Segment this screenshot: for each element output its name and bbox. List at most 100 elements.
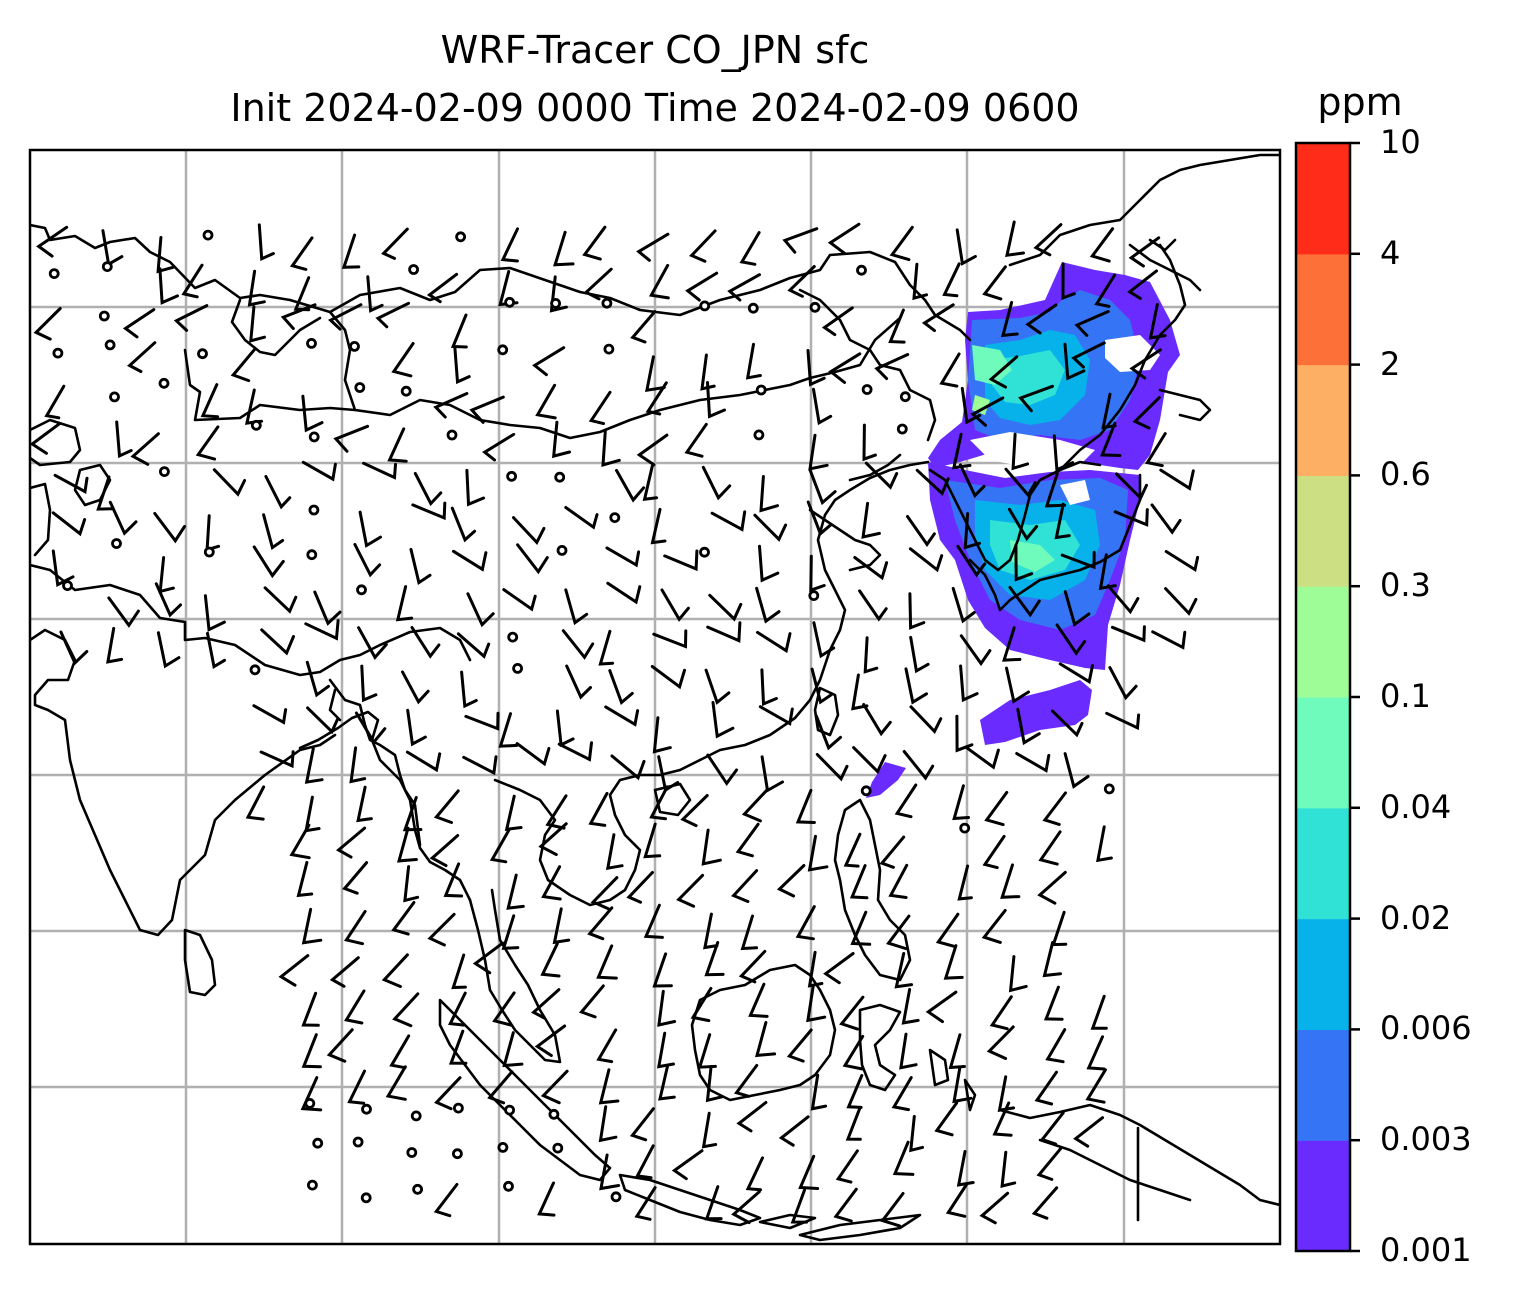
wind-barb [289, 823, 311, 860]
wind-barb [704, 1185, 723, 1221]
wind-barb [342, 861, 369, 895]
wind-barb [643, 903, 664, 939]
wind-barb [464, 711, 500, 731]
wind-barb [305, 660, 330, 698]
wind-barb [341, 233, 361, 269]
plume-taiwan [866, 762, 906, 798]
calm-wind-marker [747, 302, 759, 314]
wind-barb [173, 304, 209, 332]
wind-barb [615, 468, 646, 503]
wind-barb [1113, 508, 1149, 527]
wind-barb [701, 465, 732, 501]
wind-barb [809, 554, 826, 593]
colorbar-tick-label: 10 [1380, 123, 1421, 161]
coast-borneo [690, 963, 837, 1102]
wind-barb [812, 621, 836, 659]
wind-barb [756, 630, 792, 654]
colorbar-band [1296, 1140, 1350, 1252]
wind-barb [906, 515, 936, 548]
wind-barb [807, 950, 824, 988]
wind-barb [500, 227, 519, 263]
wind-barb [504, 794, 523, 832]
wind-barb [426, 272, 459, 304]
colorbar-ticks [1350, 141, 1360, 1253]
wind-barb [782, 227, 819, 254]
wind-barb [411, 501, 447, 521]
wind-barb [902, 750, 935, 781]
wind-barb [200, 383, 220, 419]
wind-barb [795, 905, 816, 941]
wind-barb [598, 629, 615, 666]
wind-barb [264, 475, 292, 510]
wind-barb [798, 1154, 820, 1190]
wind-barb [1090, 994, 1108, 1030]
wind-barb [381, 227, 409, 260]
wind-barb [362, 461, 397, 480]
wind-barb [1063, 752, 1090, 789]
wind-barb [538, 822, 568, 857]
coast-bay-bohai [798, 288, 937, 482]
wind-barb [506, 873, 525, 910]
wind-barb [387, 427, 408, 463]
calm-wind-marker [856, 264, 867, 276]
calm-wind-marker [197, 348, 208, 360]
coast-myanmar [328, 678, 422, 847]
wind-barb [608, 669, 634, 706]
wind-barb [1008, 586, 1041, 618]
wind-barb [532, 346, 566, 377]
wind-barb [1005, 666, 1030, 704]
wind-barb [357, 626, 388, 660]
calm-wind-marker [507, 631, 519, 643]
wind-barb [433, 1183, 459, 1218]
wind-barb [482, 432, 516, 462]
wind-barb [663, 549, 699, 572]
plume-south [980, 680, 1092, 745]
wind-barb [598, 1105, 618, 1143]
wind-barb [704, 668, 731, 705]
wind-barb [630, 310, 657, 344]
wind-barb [260, 628, 295, 656]
wind-barb [1042, 791, 1067, 826]
wind-barb [301, 991, 320, 1027]
wind-barb [1164, 587, 1198, 616]
wind-barb [806, 500, 833, 537]
calm-wind-marker [552, 1142, 564, 1154]
colorbar-band [1296, 475, 1350, 587]
wind-barb [452, 549, 488, 572]
wind-barb [812, 387, 833, 426]
wind-barb [951, 432, 972, 470]
wind-barb [1036, 1147, 1063, 1181]
wind-barb [958, 463, 986, 499]
coast-china-south [678, 460, 930, 772]
wind-barb [381, 953, 409, 988]
wind-barb [652, 716, 672, 754]
wind-barb [1074, 310, 1110, 337]
wind-barb [249, 305, 266, 343]
calm-wind-marker [304, 1098, 316, 1109]
wind-barb [703, 912, 719, 950]
colorbar-band [1296, 697, 1350, 809]
wind-barb [289, 236, 314, 271]
wind-barb [448, 1029, 468, 1065]
wind-barb [1148, 303, 1167, 340]
wind-barb [810, 1073, 828, 1111]
calm-wind-marker [446, 429, 458, 441]
wind-barb [599, 1153, 621, 1191]
wind-barb [705, 1065, 724, 1103]
colorbar-tick-label: 0.04 [1380, 787, 1452, 826]
wind-barb [643, 822, 662, 859]
wind-barb [549, 275, 568, 313]
coast-taiwan [813, 686, 840, 737]
wind-barb [300, 1076, 323, 1112]
wind-barb [451, 953, 467, 990]
wind-barb [601, 429, 621, 468]
wind-barb [259, 750, 295, 769]
calm-wind-marker [860, 785, 872, 797]
wind-barb [1043, 985, 1064, 1021]
wind-barb [606, 581, 642, 605]
wind-barb [982, 834, 1006, 870]
coast-mongolia [328, 310, 902, 440]
wind-barb [1014, 543, 1034, 582]
wind-barb [806, 985, 827, 1023]
wind-barb [925, 990, 958, 1024]
